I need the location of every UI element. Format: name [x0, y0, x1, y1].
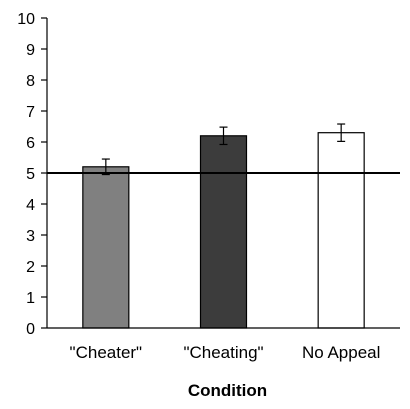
- bar: [317, 132, 365, 329]
- y-ticks: 0 1 2 3 4 5 6 7 8 9 10: [17, 11, 47, 338]
- y-tick-label: 0: [26, 321, 35, 338]
- category-label: "Cheater": [70, 343, 143, 362]
- y-tick-label: 5: [26, 166, 35, 183]
- y-tick-label: 3: [26, 228, 35, 245]
- category-label: "Cheating": [183, 343, 263, 362]
- category-label: No Appeal: [302, 343, 380, 362]
- y-tick-label: 9: [26, 42, 35, 59]
- y-tick-label: 7: [26, 104, 35, 121]
- category-labels: "Cheater" "Cheating" No Appeal: [70, 343, 381, 362]
- bar: [82, 166, 130, 329]
- y-tick-label: 8: [26, 73, 35, 90]
- y-tick-label: 4: [26, 197, 35, 214]
- y-axis: 0 1 2 3 4 5 6 7 8 9 10: [17, 11, 48, 338]
- y-tick-label: 2: [26, 259, 35, 276]
- y-tick-label: 1: [26, 290, 35, 307]
- bars: [82, 132, 365, 329]
- error-bars: [101, 123, 346, 176]
- y-tick-label: 10: [17, 11, 35, 28]
- y-tick-label: 6: [26, 135, 35, 152]
- x-axis-title: Condition: [188, 381, 267, 400]
- bar: [199, 135, 248, 329]
